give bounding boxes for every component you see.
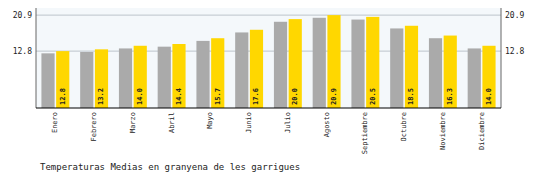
bar <box>405 26 418 108</box>
x-tick-label: Noviembre <box>439 112 447 150</box>
y2-tick-label: 20.9 <box>505 11 524 20</box>
bar <box>274 22 287 108</box>
bar <box>327 15 340 108</box>
y-tick-label: 20.9 <box>13 11 32 20</box>
x-tick-label: Septiembre <box>361 112 369 154</box>
data-label: 15.7 <box>214 88 222 105</box>
x-tick-label: Febrero <box>90 112 98 142</box>
x-tick-label: Marzo <box>129 112 137 133</box>
bar <box>366 17 379 108</box>
chart-container: 12.8 13.2 14.0 14.4 15.7 17.6 20.0 20.9 20.5 18.5… <box>0 0 537 174</box>
bar <box>134 46 147 108</box>
y-axis-line <box>36 8 37 108</box>
bar <box>250 30 263 108</box>
bar <box>313 18 326 108</box>
bar <box>235 32 248 108</box>
data-label: 13.2 <box>97 88 105 105</box>
data-label: 17.6 <box>252 88 260 105</box>
bars <box>41 15 495 108</box>
x-tick-label: Octubre <box>400 112 408 142</box>
bar <box>444 36 457 108</box>
bar <box>211 38 224 108</box>
data-label: 12.8 <box>59 88 67 105</box>
plot-background <box>36 8 501 108</box>
bar <box>172 44 185 108</box>
x-tick-label: Abril <box>168 112 176 133</box>
grid-line <box>36 15 501 16</box>
chart: 12.8 13.2 14.0 14.4 15.7 17.6 20.0 20.9 20.5 18.5… <box>0 0 537 174</box>
bar <box>56 51 69 108</box>
x-tick-label: Junio <box>245 112 253 133</box>
title: Temperaturas Medias en granyena de les g… <box>40 162 300 172</box>
x-tick-label: Agosto <box>323 112 331 137</box>
bar <box>119 48 132 108</box>
bar <box>351 20 364 108</box>
data-label: 20.5 <box>369 88 377 105</box>
data-label: 14.0 <box>136 88 144 105</box>
y-tick-label: 12.8 <box>13 47 32 56</box>
bar <box>95 49 108 108</box>
data-label: 18.5 <box>407 88 415 105</box>
bar <box>468 48 481 108</box>
x-tick-label: Mayo <box>206 112 214 129</box>
bar <box>390 28 403 108</box>
bar <box>196 41 209 108</box>
bar <box>429 38 442 108</box>
bar <box>80 52 93 108</box>
data-label: 20.0 <box>291 88 299 105</box>
data-label: 16.3 <box>446 88 454 105</box>
data-label: 14.4 <box>175 88 183 105</box>
x-tick-label: Julio <box>284 112 292 133</box>
baseline <box>36 107 501 108</box>
y2-tick-label: 12.8 <box>505 47 524 56</box>
x-tick-label: Diciembre <box>478 112 486 150</box>
x-tick-label: Enero <box>51 112 59 133</box>
data-label: 20.9 <box>330 88 338 105</box>
bar <box>289 19 302 108</box>
data-label: 14.0 <box>485 88 493 105</box>
bar <box>482 46 495 108</box>
bar <box>158 47 171 108</box>
bar <box>41 53 54 108</box>
y2-axis-line <box>501 8 502 108</box>
